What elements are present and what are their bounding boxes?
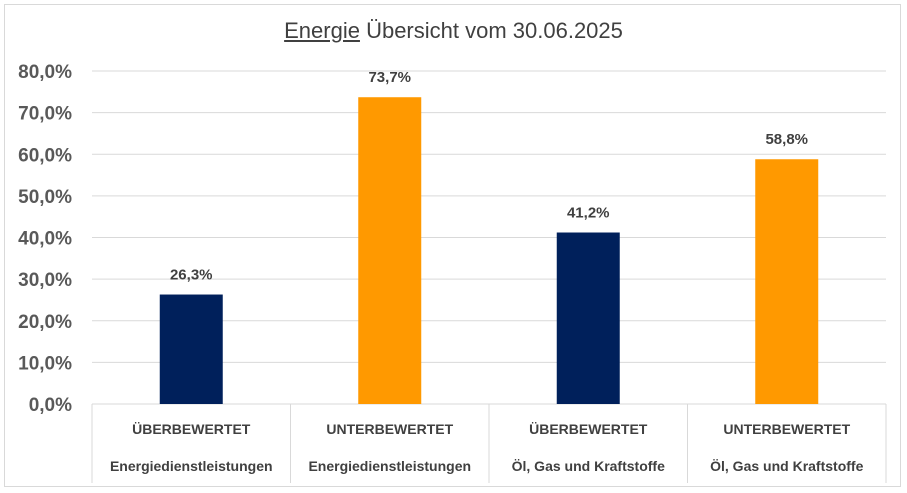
category-label-status: ÜBERBEWERTET: [132, 421, 251, 437]
chart-frame: [4, 4, 901, 487]
category-label-status: UNTERBEWERTET: [326, 421, 453, 437]
y-tick-label: 0,0%: [29, 395, 72, 416]
bar: [556, 232, 620, 404]
data-label: 41,2%: [567, 205, 610, 222]
y-tick-label: 30,0%: [18, 270, 72, 291]
bar: [358, 97, 422, 404]
bar: [159, 294, 223, 404]
data-label: 73,7%: [368, 69, 411, 86]
category-label-sector: Öl, Gas und Kraftstoffe: [710, 458, 863, 474]
chart-title: Energie Übersicht vom 30.06.2025: [0, 18, 907, 44]
y-tick-label: 70,0%: [18, 104, 72, 125]
bar: [755, 159, 819, 404]
data-label: 26,3%: [170, 267, 213, 284]
y-tick-label: 10,0%: [18, 353, 72, 374]
category-label-status: UNTERBEWERTET: [723, 421, 850, 437]
y-tick-label: 40,0%: [18, 229, 72, 250]
category-label-sector: Energiedienstleistungen: [110, 458, 273, 474]
y-tick-label: 20,0%: [18, 312, 72, 333]
y-tick-label: 60,0%: [18, 145, 72, 166]
data-label: 58,8%: [765, 131, 808, 148]
chart-title-underlined: Energie: [284, 18, 360, 43]
y-tick-label: 50,0%: [18, 187, 72, 208]
y-tick-label: 80,0%: [18, 62, 72, 83]
category-label-sector: Energiedienstleistungen: [308, 458, 471, 474]
category-label-status: ÜBERBEWERTET: [529, 421, 648, 437]
category-label-sector: Öl, Gas und Kraftstoffe: [512, 458, 665, 474]
chart-title-rest: Übersicht vom 30.06.2025: [359, 18, 623, 43]
